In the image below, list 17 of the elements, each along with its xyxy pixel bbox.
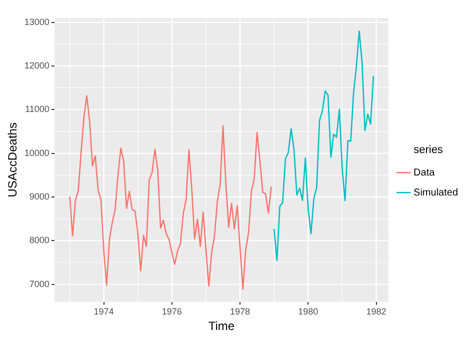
- y-tick-label: 12000: [24, 60, 50, 71]
- x-tick-label: 1978: [230, 306, 250, 317]
- y-tick-label: 9000: [29, 191, 50, 202]
- legend-label: Data: [414, 167, 436, 178]
- y-tick-label: 7000: [29, 278, 50, 289]
- x-tick-label: 1980: [298, 306, 318, 317]
- y-tick-label: 10000: [24, 148, 50, 158]
- x-axis-title: Time: [208, 319, 235, 334]
- x-tick-label: 1982: [366, 306, 386, 317]
- legend-title: series: [414, 144, 444, 156]
- y-axis-title: USAccDeaths: [6, 122, 20, 198]
- y-tick-label: 11000: [25, 104, 50, 114]
- legend-label: Simulated: [414, 187, 458, 198]
- y-tick-label: 8000: [29, 235, 50, 246]
- x-tick-label: 1974: [94, 306, 114, 317]
- y-tick-label: 13000: [24, 16, 50, 27]
- x-tick-label: 1976: [162, 306, 182, 317]
